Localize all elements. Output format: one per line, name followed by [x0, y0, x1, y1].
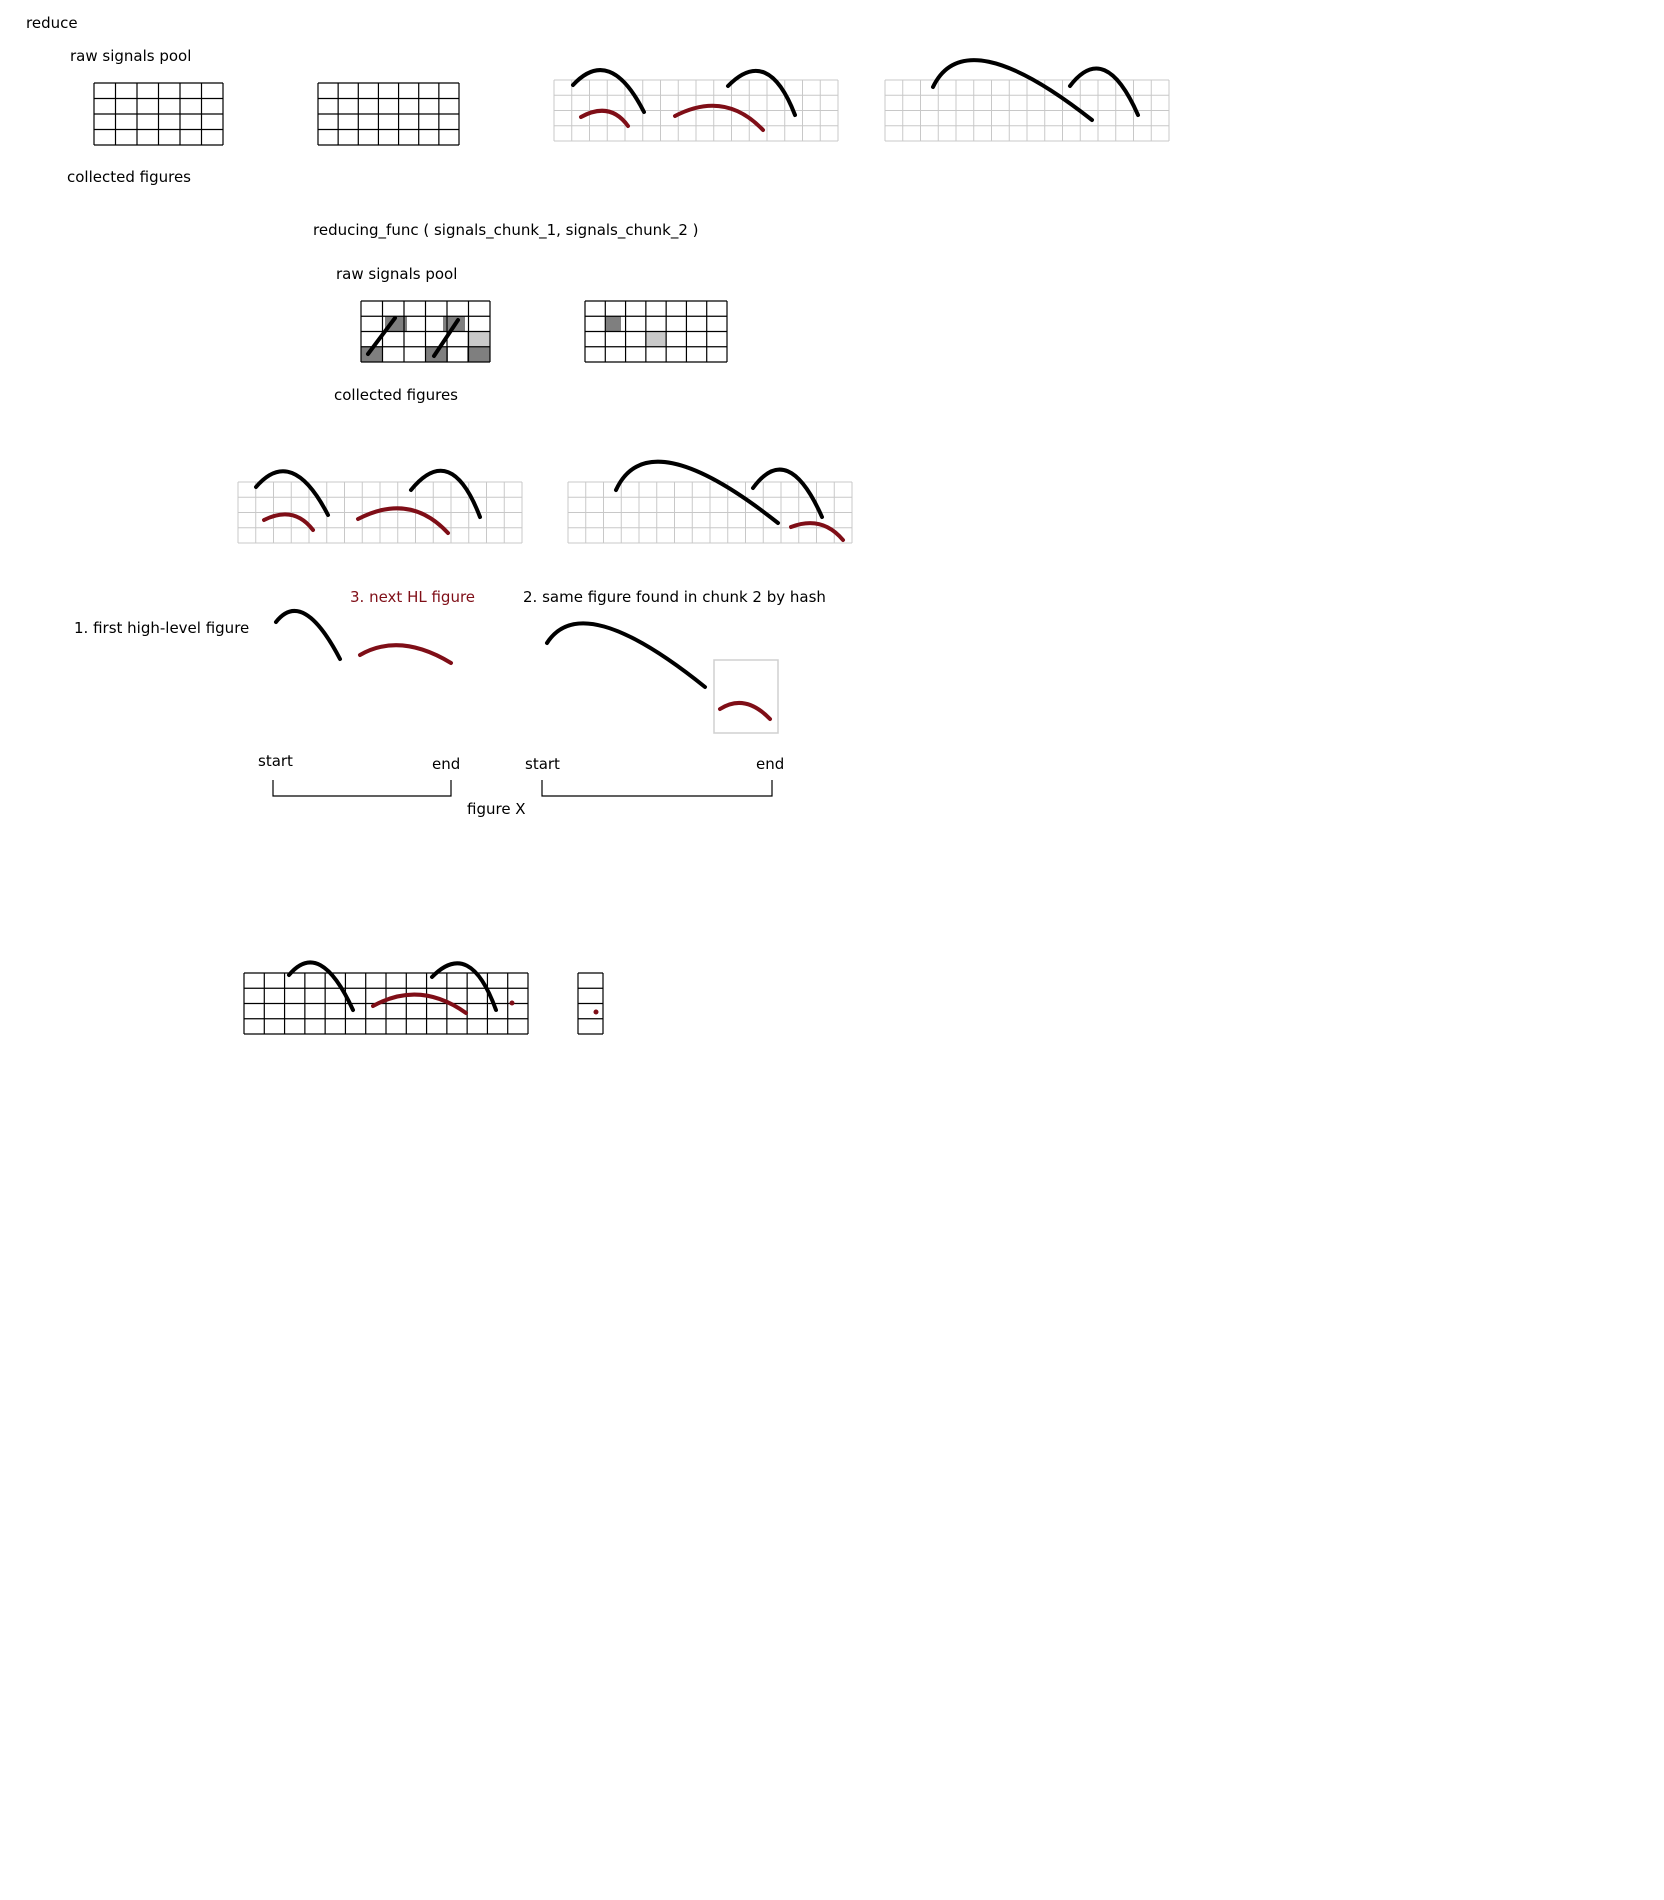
raw-signals-pool-label: raw signals pool — [70, 47, 192, 65]
end-label-1: end — [432, 755, 461, 773]
arc-red — [356, 506, 450, 535]
arc-black — [614, 459, 780, 525]
start-label-2: start — [525, 755, 560, 773]
step1-label: 1. first high-level figure — [74, 619, 250, 637]
collected-figures-label-2: collected figures — [334, 386, 458, 404]
stroke-black — [366, 316, 397, 356]
step3-label: 3. next HL figure — [350, 588, 476, 606]
raw-pool-grid-4 — [605, 316, 666, 347]
arc-red — [789, 521, 845, 542]
arc-black — [545, 621, 707, 689]
arc-black — [571, 68, 646, 114]
arc-black — [1068, 66, 1140, 117]
arc-black — [287, 960, 355, 1012]
arc-red — [718, 700, 772, 721]
arc-red — [358, 643, 453, 665]
arc-black — [751, 467, 824, 519]
signal-dot — [593, 1009, 599, 1015]
step2-label: 2. same figure found in chunk 2 by hash — [523, 588, 826, 606]
arc-red — [262, 512, 315, 532]
arc-red — [371, 992, 468, 1015]
reducing-func-label: reducing_func ( signals_chunk_1, signals… — [313, 221, 699, 239]
arc-red — [579, 108, 630, 128]
raw-pool-grid-1 — [93, 82, 224, 146]
raw-pool-grid-2 — [317, 82, 460, 146]
figure-bracket-1 — [272, 780, 452, 797]
signal-dot — [509, 1000, 515, 1006]
collected-grid-1 — [553, 79, 839, 142]
remainder-grid — [577, 972, 604, 1035]
arc-red — [673, 103, 765, 132]
arc-black — [274, 609, 342, 661]
raw-pool-grid-4-lines — [584, 300, 728, 363]
arc-black — [430, 961, 498, 1012]
diagram-title: reduce — [26, 14, 78, 32]
arc-black — [931, 58, 1094, 122]
figure-x-label: figure X — [467, 800, 526, 818]
collected-figures-label: collected figures — [67, 168, 191, 186]
end-label-2: end — [756, 755, 785, 773]
start-label-1: start — [258, 752, 293, 770]
arc-black — [726, 68, 797, 117]
collected-grid-2 — [884, 79, 1170, 142]
result-grid — [243, 972, 529, 1035]
collected-grid-3 — [237, 481, 523, 544]
figure-bracket-2 — [541, 780, 773, 797]
raw-signals-pool-label-2: raw signals pool — [336, 265, 458, 283]
arc-black — [409, 468, 482, 519]
collected-grid-4 — [567, 481, 853, 544]
stroke-black — [432, 318, 460, 358]
found-figure-box — [713, 659, 779, 734]
arc-black — [254, 469, 330, 517]
